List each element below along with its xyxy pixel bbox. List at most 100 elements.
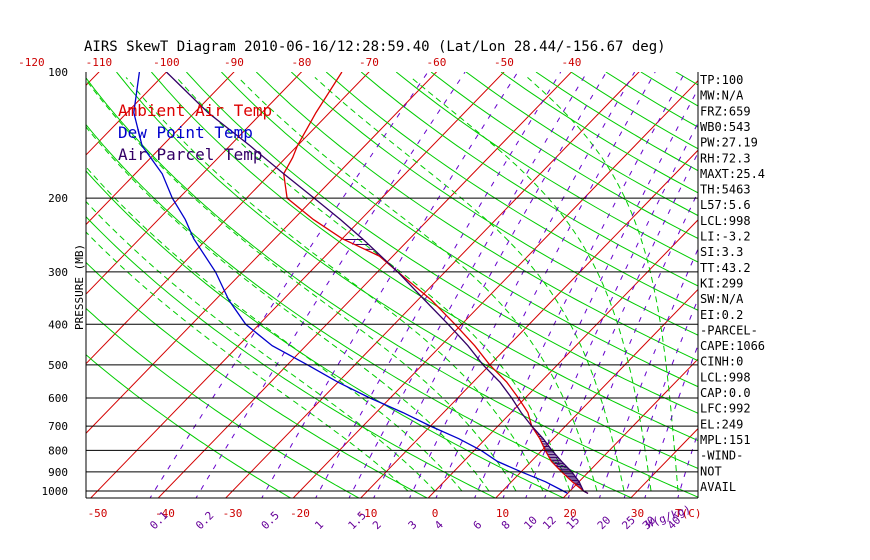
moist-adiabat-line bbox=[125, 77, 544, 492]
top-temp-tick-label: -90 bbox=[224, 56, 244, 69]
legend-parcel-label: Air Parcel Temp bbox=[118, 145, 263, 164]
ambient-temp-trace bbox=[283, 72, 589, 494]
info-panel-item: MW:N/A bbox=[700, 89, 744, 103]
bottom-temp-tick-label: -30 bbox=[223, 507, 243, 520]
legend-dewpoint-label: Dew Point Temp bbox=[118, 123, 253, 142]
legend: Ambient Air Temp Dew Point Temp Air Parc… bbox=[118, 101, 272, 164]
dry-adiabat-line bbox=[186, 72, 698, 414]
pressure-tick-label: 1000 bbox=[42, 485, 69, 498]
dry-adiabat-line bbox=[395, 72, 698, 263]
dry-adiabat-line bbox=[255, 72, 698, 362]
bottom-temp-unit-label: T(C) bbox=[675, 507, 702, 520]
isotherm-line bbox=[86, 72, 235, 226]
info-panel-item: LI:-3.2 bbox=[700, 230, 751, 244]
isotherm-line bbox=[360, 149, 698, 498]
dry-adiabat-line bbox=[86, 170, 565, 498]
top-temp-tick-label: -60 bbox=[426, 56, 446, 69]
info-panel-item: TH:5463 bbox=[700, 183, 751, 197]
mixing-ratio-line bbox=[544, 151, 698, 498]
top-temp-tick-label: -40 bbox=[561, 56, 581, 69]
moist-adiabat-line bbox=[237, 77, 598, 492]
bottom-temp-tick-label: 0 bbox=[432, 507, 439, 520]
info-panel-item: EI:0.2 bbox=[700, 308, 743, 322]
moist-adiabat-line bbox=[86, 79, 517, 492]
info-panel-item: TP:100 bbox=[700, 73, 743, 87]
top-temp-tick-label: -70 bbox=[359, 56, 379, 69]
top-temp-tick-label: -110 bbox=[86, 56, 113, 69]
info-panel-item: NOT bbox=[700, 464, 722, 478]
bottom-temp-tick-label: -20 bbox=[290, 507, 310, 520]
isotherm-line bbox=[90, 72, 505, 498]
moist-adiabat-line bbox=[410, 77, 652, 491]
mixing-ratio-tick-label: 3 bbox=[406, 518, 420, 532]
isotherm-line bbox=[225, 72, 640, 498]
mixing-ratio-line bbox=[567, 191, 698, 498]
bottom-temp-tick-label: -10 bbox=[358, 507, 378, 520]
mixing-ratio-line bbox=[502, 88, 698, 498]
info-panel-item: MAXT:25.4 bbox=[700, 167, 765, 181]
pressure-tick-label: 100 bbox=[48, 66, 68, 79]
info-panel-item: WB0:543 bbox=[700, 120, 751, 134]
info-panel-item: CAP:0.0 bbox=[700, 386, 751, 400]
info-panel-item: AVAIL bbox=[700, 480, 736, 494]
info-panel-item: RH:72.3 bbox=[700, 151, 751, 165]
top-temp-tick-label: -80 bbox=[291, 56, 311, 69]
moist-adiabat-line bbox=[314, 77, 625, 491]
info-panel-item: TT:43.2 bbox=[700, 261, 751, 275]
top-temp-tick-label: -100 bbox=[153, 56, 180, 69]
mixing-ratio-tick-label: 6 bbox=[471, 518, 485, 532]
dry-adiabat-line bbox=[86, 77, 698, 498]
isotherm-line bbox=[292, 79, 698, 498]
info-panel-item: LFC:992 bbox=[700, 402, 751, 416]
moist-adiabat-line bbox=[86, 231, 409, 492]
isotherm-line bbox=[0, 53, 50, 500]
mixing-ratio-tick-label: 4 bbox=[432, 518, 446, 532]
bottom-temp-tick-label: 20 bbox=[563, 507, 576, 520]
info-panel-item: -WIND- bbox=[700, 449, 743, 463]
dry-adiabat-line bbox=[116, 72, 698, 469]
mixing-ratio-tick-label: 0.2 bbox=[193, 509, 216, 532]
mixing-ratio-line bbox=[315, 72, 562, 498]
mixing-ratio-line bbox=[149, 72, 429, 498]
pressure-tick-label: 400 bbox=[48, 318, 68, 331]
mixing-ratio-line bbox=[348, 72, 588, 498]
moist-adiabat-line bbox=[86, 200, 436, 492]
pressure-tick-label: 800 bbox=[48, 444, 68, 457]
bottom-temp-tick-label: -50 bbox=[88, 507, 108, 520]
mixing-ratio-tick-label: 2 bbox=[370, 518, 384, 532]
mixing-ratio-tick-label: 8 bbox=[499, 518, 513, 532]
mixing-ratio-line bbox=[474, 72, 686, 498]
info-panel-item: CAPE:1066 bbox=[700, 339, 765, 353]
isotherm-line bbox=[86, 72, 438, 434]
info-panel-item: LCL:998 bbox=[700, 214, 751, 228]
dry-adiabat-line bbox=[430, 72, 698, 240]
mixing-ratio-line bbox=[408, 72, 636, 498]
dry-adiabat-line bbox=[86, 261, 429, 498]
pressure-tick-label: 500 bbox=[48, 359, 68, 372]
mixing-ratio-tick-label: 12 bbox=[540, 514, 559, 533]
info-panel-item: -PARCEL- bbox=[700, 323, 758, 337]
isotherm-line bbox=[764, 53, 870, 500]
legend-ambient-label: Ambient Air Temp bbox=[118, 101, 272, 120]
bottom-temp-tick-label: -40 bbox=[155, 507, 175, 520]
info-panel-item: PW:27.19 bbox=[700, 136, 758, 150]
info-panel-item: SW:N/A bbox=[700, 292, 744, 306]
pressure-tick-label: 900 bbox=[48, 466, 68, 479]
moist-adiabat-line bbox=[86, 126, 490, 492]
pressure-tick-label: 700 bbox=[48, 420, 68, 433]
info-panel-item: CINH:0 bbox=[700, 355, 743, 369]
info-panel-item: SI:3.3 bbox=[700, 245, 743, 259]
dry-adiabat-line bbox=[290, 72, 698, 336]
isotherm-line bbox=[157, 72, 573, 498]
dry-adiabat-line bbox=[86, 216, 497, 498]
dry-adiabat-line bbox=[221, 72, 698, 388]
dry-adiabat-line bbox=[816, 72, 870, 500]
info-panel-item: FRZ:659 bbox=[700, 104, 751, 118]
top-temp-tick-label: -50 bbox=[494, 56, 514, 69]
dry-adiabat-line bbox=[325, 72, 698, 311]
isotherm-line bbox=[86, 72, 168, 156]
chart-title: AIRS SkewT Diagram 2010-06-16/12:28:59.4… bbox=[84, 39, 666, 55]
dry-adiabat-line bbox=[86, 307, 360, 498]
